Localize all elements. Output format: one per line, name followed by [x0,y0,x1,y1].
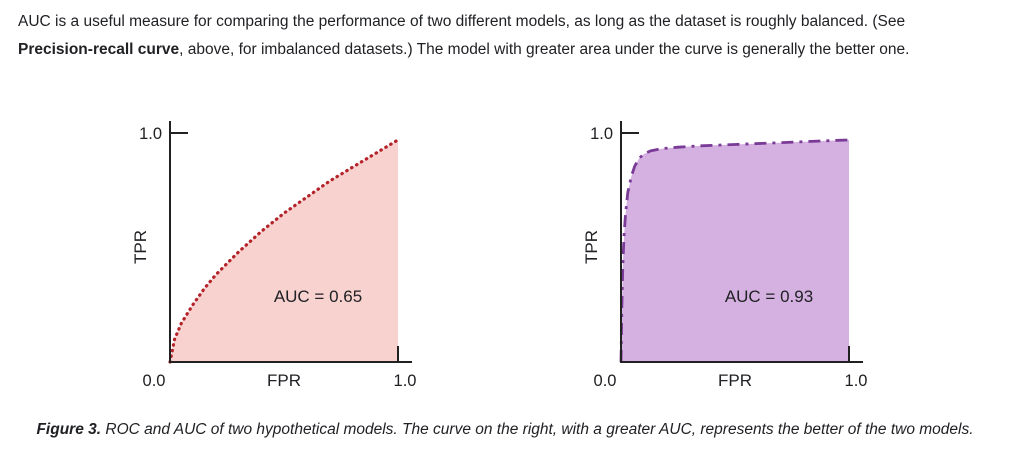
intro-line-1: AUC is a useful measure for comparing th… [18,13,906,30]
roc-chart-auc-065: 1.0 0.0 1.0 TPR FPR AUC = 0.65 [131,121,417,390]
auc-value-annotation: AUC = 0.65 [274,287,362,306]
x-axis-title: FPR [718,371,752,390]
figure-caption-label: Figure 3. [36,421,102,438]
y-axis-title: TPR [131,230,150,264]
figure-caption-text: ROC and AUC of two hypothetical models. … [101,421,974,438]
precision-recall-curve-bold-text: Precision-recall curve [18,41,180,58]
x-axis-max-label: 1.0 [394,372,417,390]
figure-caption: Figure 3. ROC and AUC of two hypothetica… [0,420,1010,439]
y-axis-title: TPR [582,230,601,264]
origin-label: 0.0 [143,372,166,390]
roc-curve-line [619,138,850,363]
auc-area-fill [621,139,849,362]
origin-label: 0.0 [594,372,617,390]
y-axis-max-label: 1.0 [590,125,613,143]
x-axis-title: FPR [267,371,301,390]
y-axis-max-label: 1.0 [139,125,162,143]
auc-value-annotation: AUC = 0.93 [725,287,813,306]
intro-line-2-rest: , above, for imbalanced datasets.) The m… [179,41,910,58]
roc-curve-line [168,138,400,364]
auc-area-fill [170,139,398,362]
roc-chart-auc-093: 1.0 0.0 1.0 TPR FPR AUC = 0.93 [582,121,868,390]
intro-paragraph: AUC is a useful measure for comparing th… [18,8,1003,64]
x-axis-max-label: 1.0 [845,372,868,390]
